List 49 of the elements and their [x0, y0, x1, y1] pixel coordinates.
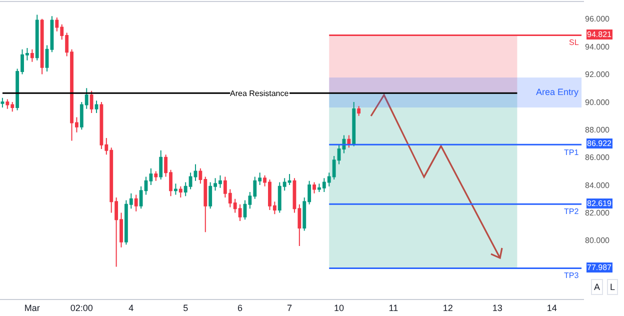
y-tick-label: 94.000: [585, 42, 610, 52]
y-tick-label: 80.000: [585, 236, 610, 246]
candlestick: [134, 194, 138, 212]
x-tick-label: 10: [334, 302, 344, 313]
candlestick: [0, 97, 4, 108]
candlestick: [94, 100, 98, 114]
x-tick-label: 12: [442, 302, 453, 313]
data-label: 82.619: [587, 199, 612, 208]
y-tick-label: 82.000: [585, 208, 610, 218]
x-tick-label: 4: [128, 302, 134, 313]
data-label: 86.922: [587, 139, 612, 148]
candlestick: [90, 90, 94, 114]
candlestick: [312, 182, 316, 194]
candlestick: [357, 106, 361, 116]
series-label: TP3: [564, 271, 580, 280]
x-tick-label: 5: [183, 302, 188, 313]
candlestick: [35, 14, 39, 61]
candlestick: [352, 101, 356, 147]
y-tick-label: 88.000: [585, 125, 610, 134]
legend-label: Area Entry: [536, 87, 580, 97]
series-label: TP2: [564, 207, 580, 216]
x-tick-label: 6: [238, 302, 243, 313]
y-tick-label: 96.000: [585, 14, 610, 24]
text: L: [610, 282, 616, 292]
x-tick-label: 02:00: [70, 302, 93, 313]
x-tick-label: 13: [492, 302, 502, 313]
data-label: 77.987: [587, 263, 612, 272]
candlestick: [178, 186, 182, 198]
candlestick: [174, 183, 178, 196]
candlestick: [50, 16, 54, 53]
candlestick: [159, 150, 163, 180]
x-tick-label: 11: [388, 302, 398, 313]
candlestick: [347, 134, 351, 148]
series-label: SL: [569, 38, 580, 47]
y-tick-label: 84.000: [585, 180, 610, 190]
x-tick-label: 14: [546, 302, 557, 313]
y-tick-label: 90.000: [585, 98, 610, 107]
candlestick: [154, 170, 158, 182]
series-label: Area Resistance: [230, 89, 290, 98]
x-tick-label: Mar: [24, 302, 40, 313]
candlestick: [45, 44, 49, 72]
x-tick-label: 7: [287, 302, 292, 313]
candlestick: [40, 18, 44, 75]
data-label: 94.821: [587, 30, 612, 39]
series-label: TP1: [564, 148, 580, 157]
text: A: [594, 282, 600, 292]
y-tick-label: 92.000: [585, 70, 610, 80]
y-tick-label: 86.000: [585, 153, 610, 162]
candlestick: [30, 48, 34, 62]
